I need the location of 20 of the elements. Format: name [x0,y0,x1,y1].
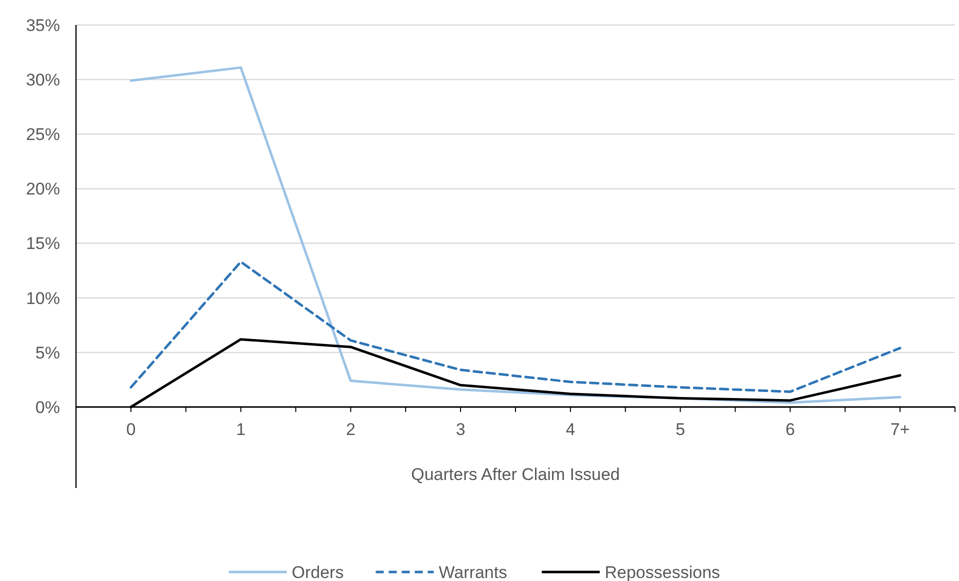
y-tick-label: 25% [26,125,60,144]
line-series [130,260,902,393]
x-axis-title: Quarters After Claim Issued [411,465,620,484]
x-tick-label: 2 [346,420,356,439]
y-tick-label: 35% [26,16,60,35]
x-tick-label: 6 [785,420,795,439]
x-tick-label: 1 [236,420,246,439]
y-tick-label: 0% [35,398,60,417]
legend-label: Warrants [438,562,508,581]
x-tick-label: 4 [566,420,576,439]
x-tick-label: 7+ [890,420,910,439]
y-tick-label: 20% [26,180,60,199]
y-tick-label: 10% [26,288,60,308]
y-tick-label: 5% [35,343,60,362]
legend-label: Orders [292,562,344,581]
x-tick-label: 3 [456,420,466,439]
y-tick-label: 15% [26,234,60,254]
x-tick-label: 0 [126,420,136,439]
x-tick-label: 5 [676,420,686,439]
y-tick-label: 30% [26,70,60,90]
